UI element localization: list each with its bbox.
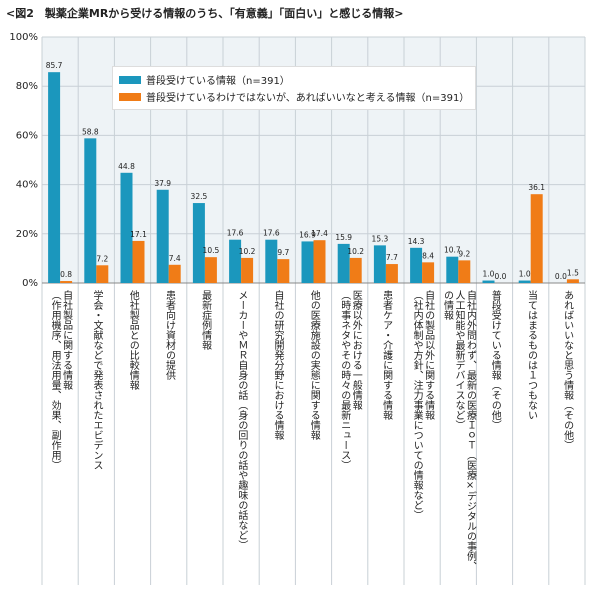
bar [156, 189, 169, 283]
bar [265, 239, 278, 283]
bar [530, 194, 543, 283]
bar [229, 239, 242, 283]
value-label: 10.5 [203, 246, 220, 255]
value-label: 37.9 [154, 179, 171, 188]
y-tick-label: 80% [16, 81, 38, 92]
bar [120, 172, 133, 283]
value-label: 58.8 [82, 127, 99, 136]
value-label: 32.5 [191, 192, 208, 201]
value-label: 17.6 [227, 229, 244, 238]
bar [301, 241, 314, 283]
chart-title: <図2 製薬企業MRから受ける情報のうち、「有意義」「面白い」と感じる情報> [6, 6, 404, 20]
x-tick-label: 自社製品に関する情報 （作用機序、用法用量、効果、副作用） [49, 290, 72, 470]
value-label: 1.5 [567, 268, 579, 277]
x-tick-label: あればいいなと思う情報（その他） [561, 290, 573, 450]
legend-swatch [119, 75, 141, 84]
value-label: 15.3 [372, 234, 389, 243]
y-tick-label: 20% [16, 229, 38, 240]
bar [168, 264, 181, 283]
legend-label: 普段受けているわけではないが、あればいいなと考える情報（n=391） [146, 93, 470, 104]
bar [337, 243, 350, 283]
value-label: 7.7 [386, 253, 398, 262]
bar [132, 240, 145, 283]
bar [385, 264, 398, 283]
value-label: 0.0 [555, 272, 567, 281]
x-tick-label: 他の医療施設の実態に関する情報 [308, 290, 320, 440]
value-label: 85.7 [46, 61, 63, 70]
value-label: 1.0 [483, 270, 495, 279]
y-tick-label: 60% [16, 130, 38, 141]
x-tick-label: 学会・文献などで発表されたエビデンス [91, 290, 103, 470]
value-label: 7.4 [169, 254, 181, 263]
legend-swatch [119, 92, 141, 101]
value-label: 7.2 [96, 254, 108, 263]
value-label: 10.2 [347, 247, 364, 256]
bar [482, 280, 495, 283]
bar [204, 257, 217, 283]
x-tick-label: 自社内外問わず、最新の医療ＩｏＴ（医療×デジタルの事例、 人工知能や最新デバイス… [441, 290, 476, 571]
bar [48, 72, 61, 283]
bar [277, 259, 290, 283]
value-label: 8.4 [422, 251, 434, 260]
value-label: 0.0 [495, 272, 507, 281]
x-tick-label: 患者向け資材の提供 [163, 290, 175, 380]
value-label: 36.1 [528, 183, 545, 192]
value-label: 10.7 [444, 246, 461, 255]
bar [566, 279, 579, 283]
value-label: 14.3 [408, 237, 425, 246]
value-label: 10.2 [239, 247, 256, 256]
value-label: 17.1 [130, 230, 147, 239]
x-tick-label: 最新症例情報 [199, 290, 211, 350]
bar [192, 203, 205, 283]
x-tick-label: 医療以外における一般情報 （時事ネタやその時々の最新ニュース） [338, 290, 362, 470]
legend-item: 普段受けている情報（n=391） [119, 72, 469, 87]
value-label: 9.7 [277, 248, 289, 257]
value-label: 0.8 [60, 270, 72, 279]
x-tick-label: 患者ケア・介護に関する情報 [380, 290, 392, 420]
legend: 普段受けている情報（n=391） 普段受けているわけではないが、あればいいなと考え… [112, 66, 477, 110]
bar [422, 262, 435, 283]
y-tick-label: 0% [22, 278, 38, 289]
x-tick-label: 当てはまるものは１つもない [525, 290, 537, 420]
bar [84, 138, 97, 283]
value-label: 16.9 [299, 230, 316, 239]
bar [410, 247, 423, 283]
value-label: 15.9 [335, 233, 352, 242]
bar [313, 240, 326, 283]
bar [518, 280, 531, 283]
x-tick-label: 自社の製品以外に関する情報 （社内体制や方針、注力事業についての情報など） [411, 290, 434, 520]
bar [458, 260, 471, 283]
legend-item: 普段受けているわけではないが、あればいいなと考える情報（n=391） [119, 89, 469, 104]
value-label: 17.6 [263, 229, 280, 238]
bar [96, 265, 109, 283]
legend-label: 普段受けている情報（n=391） [146, 76, 290, 87]
x-tick-label: 他社製品との比較情報 [127, 290, 139, 390]
bar [241, 257, 254, 283]
x-tick-label: 自社の研究開発分野における情報 [272, 290, 284, 440]
y-tick-label: 100% [9, 32, 38, 43]
value-label: 1.0 [519, 270, 531, 279]
value-label: 44.8 [118, 162, 135, 171]
y-tick-label: 40% [16, 180, 38, 191]
bar [60, 281, 73, 283]
bar [446, 256, 459, 283]
value-label: 17.4 [311, 229, 328, 238]
bar [349, 257, 362, 283]
value-label: 9.2 [458, 249, 470, 258]
bar [373, 245, 386, 283]
x-tick-label: 普段受けている情報（その他） [489, 290, 501, 430]
x-tick-label: メーカーやＭＲ自身の話（身の回りの話や趣味の話など） [235, 290, 247, 550]
